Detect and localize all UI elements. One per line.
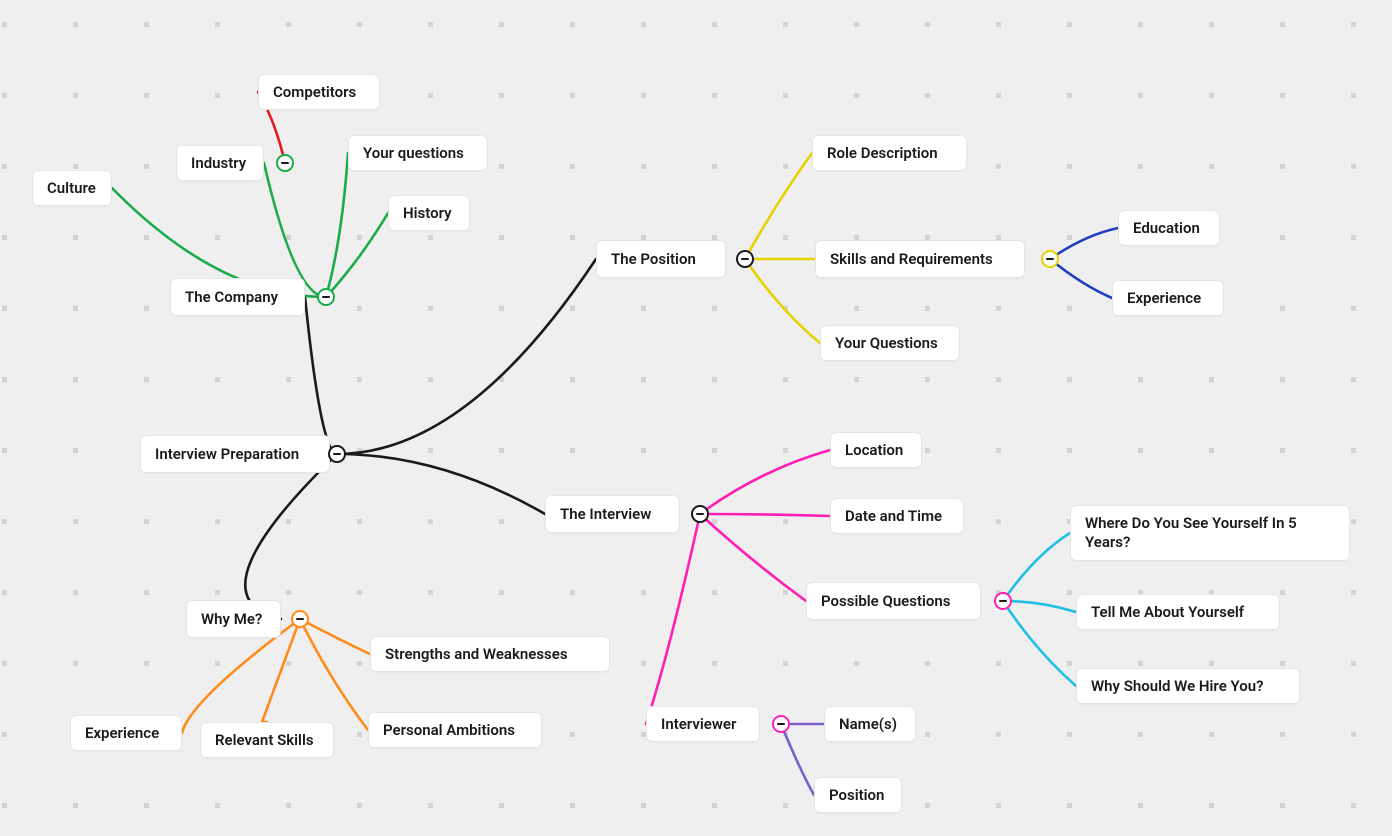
node-whyme[interactable]: Why Me? bbox=[186, 600, 281, 638]
node-yourq_company[interactable]: Your questions bbox=[348, 135, 488, 171]
node-label: Experience bbox=[1127, 289, 1201, 308]
node-skillsreq[interactable]: Skills and Requirements bbox=[815, 240, 1025, 278]
node-label: Competitors bbox=[273, 83, 356, 102]
node-interview[interactable]: The Interview bbox=[545, 495, 680, 533]
node-competitors[interactable]: Competitors bbox=[258, 74, 380, 110]
node-label: Interviewer bbox=[661, 715, 736, 734]
node-names[interactable]: Name(s) bbox=[824, 706, 916, 742]
node-whyhire[interactable]: Why Should We Hire You? bbox=[1076, 668, 1300, 704]
node-location[interactable]: Location bbox=[830, 432, 922, 468]
node-label: The Interview bbox=[560, 505, 651, 524]
node-label: Tell Me About Yourself bbox=[1091, 603, 1244, 622]
minus-icon bbox=[1046, 258, 1054, 261]
collapse-toggle[interactable] bbox=[691, 505, 709, 523]
node-tellme[interactable]: Tell Me About Yourself bbox=[1076, 594, 1280, 630]
node-label: Education bbox=[1133, 219, 1200, 238]
node-strengths[interactable]: Strengths and Weaknesses bbox=[370, 636, 610, 672]
node-company[interactable]: The Company bbox=[170, 278, 305, 316]
node-label: Your Questions bbox=[835, 334, 938, 353]
node-culture[interactable]: Culture bbox=[32, 170, 112, 206]
node-label: Location bbox=[845, 441, 903, 460]
node-label: Date and Time bbox=[845, 507, 942, 526]
node-label: Industry bbox=[191, 154, 246, 173]
node-root[interactable]: Interview Preparation bbox=[140, 435, 330, 473]
node-experience_me[interactable]: Experience bbox=[70, 715, 182, 751]
node-label: Role Description bbox=[827, 144, 938, 163]
node-label: Experience bbox=[85, 724, 159, 743]
node-personalamb[interactable]: Personal Ambitions bbox=[368, 712, 542, 748]
node-interviewer[interactable]: Interviewer bbox=[646, 706, 760, 742]
minus-icon bbox=[696, 513, 704, 516]
minus-icon bbox=[777, 723, 785, 726]
node-label: Personal Ambitions bbox=[383, 721, 515, 740]
node-datetime[interactable]: Date and Time bbox=[830, 498, 964, 534]
node-label: Strengths and Weaknesses bbox=[385, 645, 568, 664]
node-history[interactable]: History bbox=[388, 195, 470, 231]
collapse-toggle[interactable] bbox=[291, 610, 309, 628]
node-label: Position bbox=[829, 786, 884, 805]
mindmap-canvas[interactable]: Interview Preparation The Company The Posi… bbox=[0, 0, 1392, 836]
node-yourq_pos[interactable]: Your Questions bbox=[820, 325, 960, 361]
minus-icon bbox=[281, 162, 289, 165]
node-label: Culture bbox=[47, 179, 96, 198]
node-label: Why Me? bbox=[201, 610, 262, 629]
minus-icon bbox=[333, 453, 341, 456]
collapse-toggle[interactable] bbox=[1041, 250, 1059, 268]
node-positionnode[interactable]: Position bbox=[814, 777, 902, 813]
node-relskills[interactable]: Relevant Skills bbox=[200, 722, 334, 758]
node-label: Your questions bbox=[363, 144, 464, 163]
node-education[interactable]: Education bbox=[1118, 210, 1220, 246]
node-position[interactable]: The Position bbox=[596, 240, 726, 278]
collapse-toggle[interactable] bbox=[994, 592, 1012, 610]
collapse-toggle[interactable] bbox=[772, 715, 790, 733]
collapse-toggle[interactable] bbox=[276, 154, 294, 172]
node-where5[interactable]: Where Do You See Yourself In 5 Years? bbox=[1070, 505, 1350, 561]
node-label: Where Do You See Yourself In 5 Years? bbox=[1085, 514, 1335, 552]
node-experience_pos[interactable]: Experience bbox=[1112, 280, 1224, 316]
node-industry[interactable]: Industry bbox=[176, 145, 264, 181]
minus-icon bbox=[322, 296, 330, 299]
node-label: Possible Questions bbox=[821, 592, 951, 611]
node-label: Interview Preparation bbox=[155, 445, 299, 464]
node-label: The Company bbox=[185, 288, 278, 307]
minus-icon bbox=[741, 258, 749, 261]
collapse-toggle[interactable] bbox=[317, 288, 335, 306]
node-label: Why Should We Hire You? bbox=[1091, 677, 1263, 696]
node-roledesc[interactable]: Role Description bbox=[812, 135, 967, 171]
node-possibleq[interactable]: Possible Questions bbox=[806, 582, 981, 620]
node-label: History bbox=[403, 204, 452, 223]
node-label: Relevant Skills bbox=[215, 731, 314, 750]
minus-icon bbox=[296, 618, 304, 621]
collapse-toggle[interactable] bbox=[328, 445, 346, 463]
minus-icon bbox=[999, 600, 1007, 603]
collapse-toggle[interactable] bbox=[736, 250, 754, 268]
node-label: Name(s) bbox=[839, 715, 897, 734]
node-label: The Position bbox=[611, 250, 696, 269]
node-label: Skills and Requirements bbox=[830, 250, 993, 269]
